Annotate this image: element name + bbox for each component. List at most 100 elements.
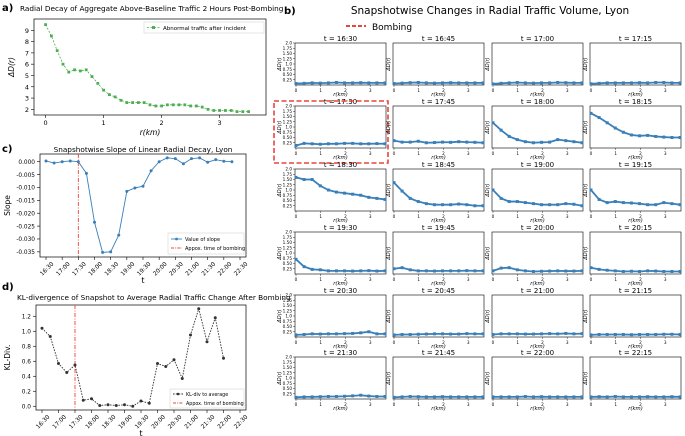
snapshot-x-label: r(km) (333, 92, 348, 98)
snapshot-point (523, 332, 527, 336)
snapshot-point (499, 128, 503, 132)
snapshot-point (499, 395, 503, 399)
snapshot-time-label: t = 19:30 (324, 224, 357, 232)
snapshot-frame (589, 356, 682, 400)
y-tick-label: 0.75 (283, 381, 293, 386)
y-tick-label: 1.50 (283, 365, 293, 370)
snapshot-1930: t = 19:30 0.250.500.751.01.251.501.752.0 Δ… (277, 224, 387, 287)
snapshot-point (400, 81, 404, 85)
snapshot-point (515, 138, 519, 142)
snapshot-2030: t = 20:30 0.250.500.751.01.251.501.752.0 Δ… (277, 287, 387, 350)
snapshot-x-label: r(km) (628, 92, 643, 98)
data-point (197, 307, 201, 311)
snapshot-point (416, 332, 420, 336)
snapshot-point (302, 395, 306, 399)
x-tick-label: 2 (639, 151, 642, 156)
y-tick-label: 0.50 (283, 135, 293, 140)
snapshot-point (662, 135, 666, 139)
snapshot-point (605, 201, 609, 205)
x-tick-label: 2 (541, 277, 544, 282)
data-point (57, 362, 60, 365)
x-tick-label: 0 (590, 214, 593, 219)
snapshot-point (392, 181, 396, 185)
x-tick-label: 3 (566, 402, 569, 407)
snapshot-point (605, 395, 609, 399)
snapshot-line (295, 142, 386, 147)
snapshot-y-label: ΔD(r) (583, 371, 589, 385)
snapshot-point (613, 332, 617, 336)
snapshot-point (670, 395, 674, 399)
snapshot-line (492, 189, 583, 207)
x-tick-label: 19:30 (136, 261, 152, 277)
y-tick-label: 1.0 (285, 314, 292, 319)
data-point (101, 250, 105, 254)
snapshot-point (294, 143, 298, 147)
snapshot-point (638, 81, 642, 85)
snapshot-time-label: t = 18:30 (324, 161, 357, 169)
panel-c-letter: c) (2, 144, 13, 155)
snapshot-point (540, 203, 544, 207)
snapshot-point (491, 269, 495, 273)
y-tick-label: 0.25 (283, 140, 293, 145)
data-point (65, 371, 69, 374)
snapshot-y-label: ΔD(r) (583, 120, 589, 134)
legend-bombing-label: Appox. time of bombing (186, 401, 244, 407)
x-tick-label: 3 (566, 277, 569, 282)
snapshot-point (678, 81, 682, 85)
data-point (117, 233, 121, 237)
snapshot-point (646, 332, 650, 336)
snapshot-point (507, 134, 511, 138)
x-tick-label: 0 (295, 214, 298, 219)
snapshot-point (318, 184, 322, 188)
snapshot-x-label: r(km) (530, 281, 545, 287)
snapshot-x-label: r(km) (530, 92, 545, 98)
x-tick-label: 19:00 (118, 414, 134, 430)
snapshot-time-label: t = 21:45 (422, 349, 455, 357)
data-point (200, 105, 204, 109)
snapshot-time-label: t = 21:30 (324, 349, 357, 357)
snapshot-point (383, 81, 387, 85)
snapshot-point (515, 332, 519, 336)
legend-box (169, 388, 245, 409)
snapshot-point (564, 81, 568, 85)
legend-box (143, 21, 265, 34)
snapshot-line (393, 395, 483, 399)
x-tick-label: 3 (467, 277, 470, 282)
snapshot-point (597, 395, 601, 399)
x-tick-label: 2 (344, 88, 347, 93)
data-point (241, 110, 245, 114)
snapshot-point (613, 200, 617, 204)
snapshot-point (678, 269, 682, 273)
snapshot-point (564, 331, 568, 335)
snapshot-point (294, 82, 298, 86)
x-tick-label: 0 (393, 277, 396, 282)
x-tick-label: 0 (492, 88, 495, 93)
snapshot-point (662, 80, 666, 84)
data-point (79, 69, 82, 73)
snapshot-point (548, 269, 552, 273)
snapshot-point (473, 395, 477, 399)
y-tick-label: 4 (25, 83, 29, 91)
snapshot-point (646, 395, 650, 399)
data-point (131, 404, 135, 408)
snapshot-2145: t = 21:45 ΔD(r) 0 1 2 3 r(km) (386, 349, 485, 412)
snapshot-time-label: t = 18:15 (619, 98, 652, 106)
snapshot-point (375, 332, 379, 336)
snapshot-x-label: r(km) (333, 218, 348, 224)
data-point (125, 101, 129, 104)
data-point (60, 160, 64, 164)
snapshot-point (310, 178, 314, 181)
x-tick-label: 1 (319, 277, 322, 282)
snapshot-point (318, 268, 322, 272)
data-point (148, 103, 152, 107)
panel-d-title: KL-divergence of Snapshot to Average Rad… (17, 293, 291, 302)
snapshot-point (375, 196, 379, 200)
snapshot-y-label: ΔD(r) (485, 309, 491, 323)
snapshot-point (367, 269, 371, 273)
snapshot-point (662, 332, 666, 336)
snapshot-point (580, 332, 584, 336)
snapshot-point (572, 140, 576, 144)
data-point (84, 68, 88, 72)
snapshot-x-label: r(km) (333, 281, 348, 287)
y-tick-label: 0.0 (22, 404, 32, 410)
